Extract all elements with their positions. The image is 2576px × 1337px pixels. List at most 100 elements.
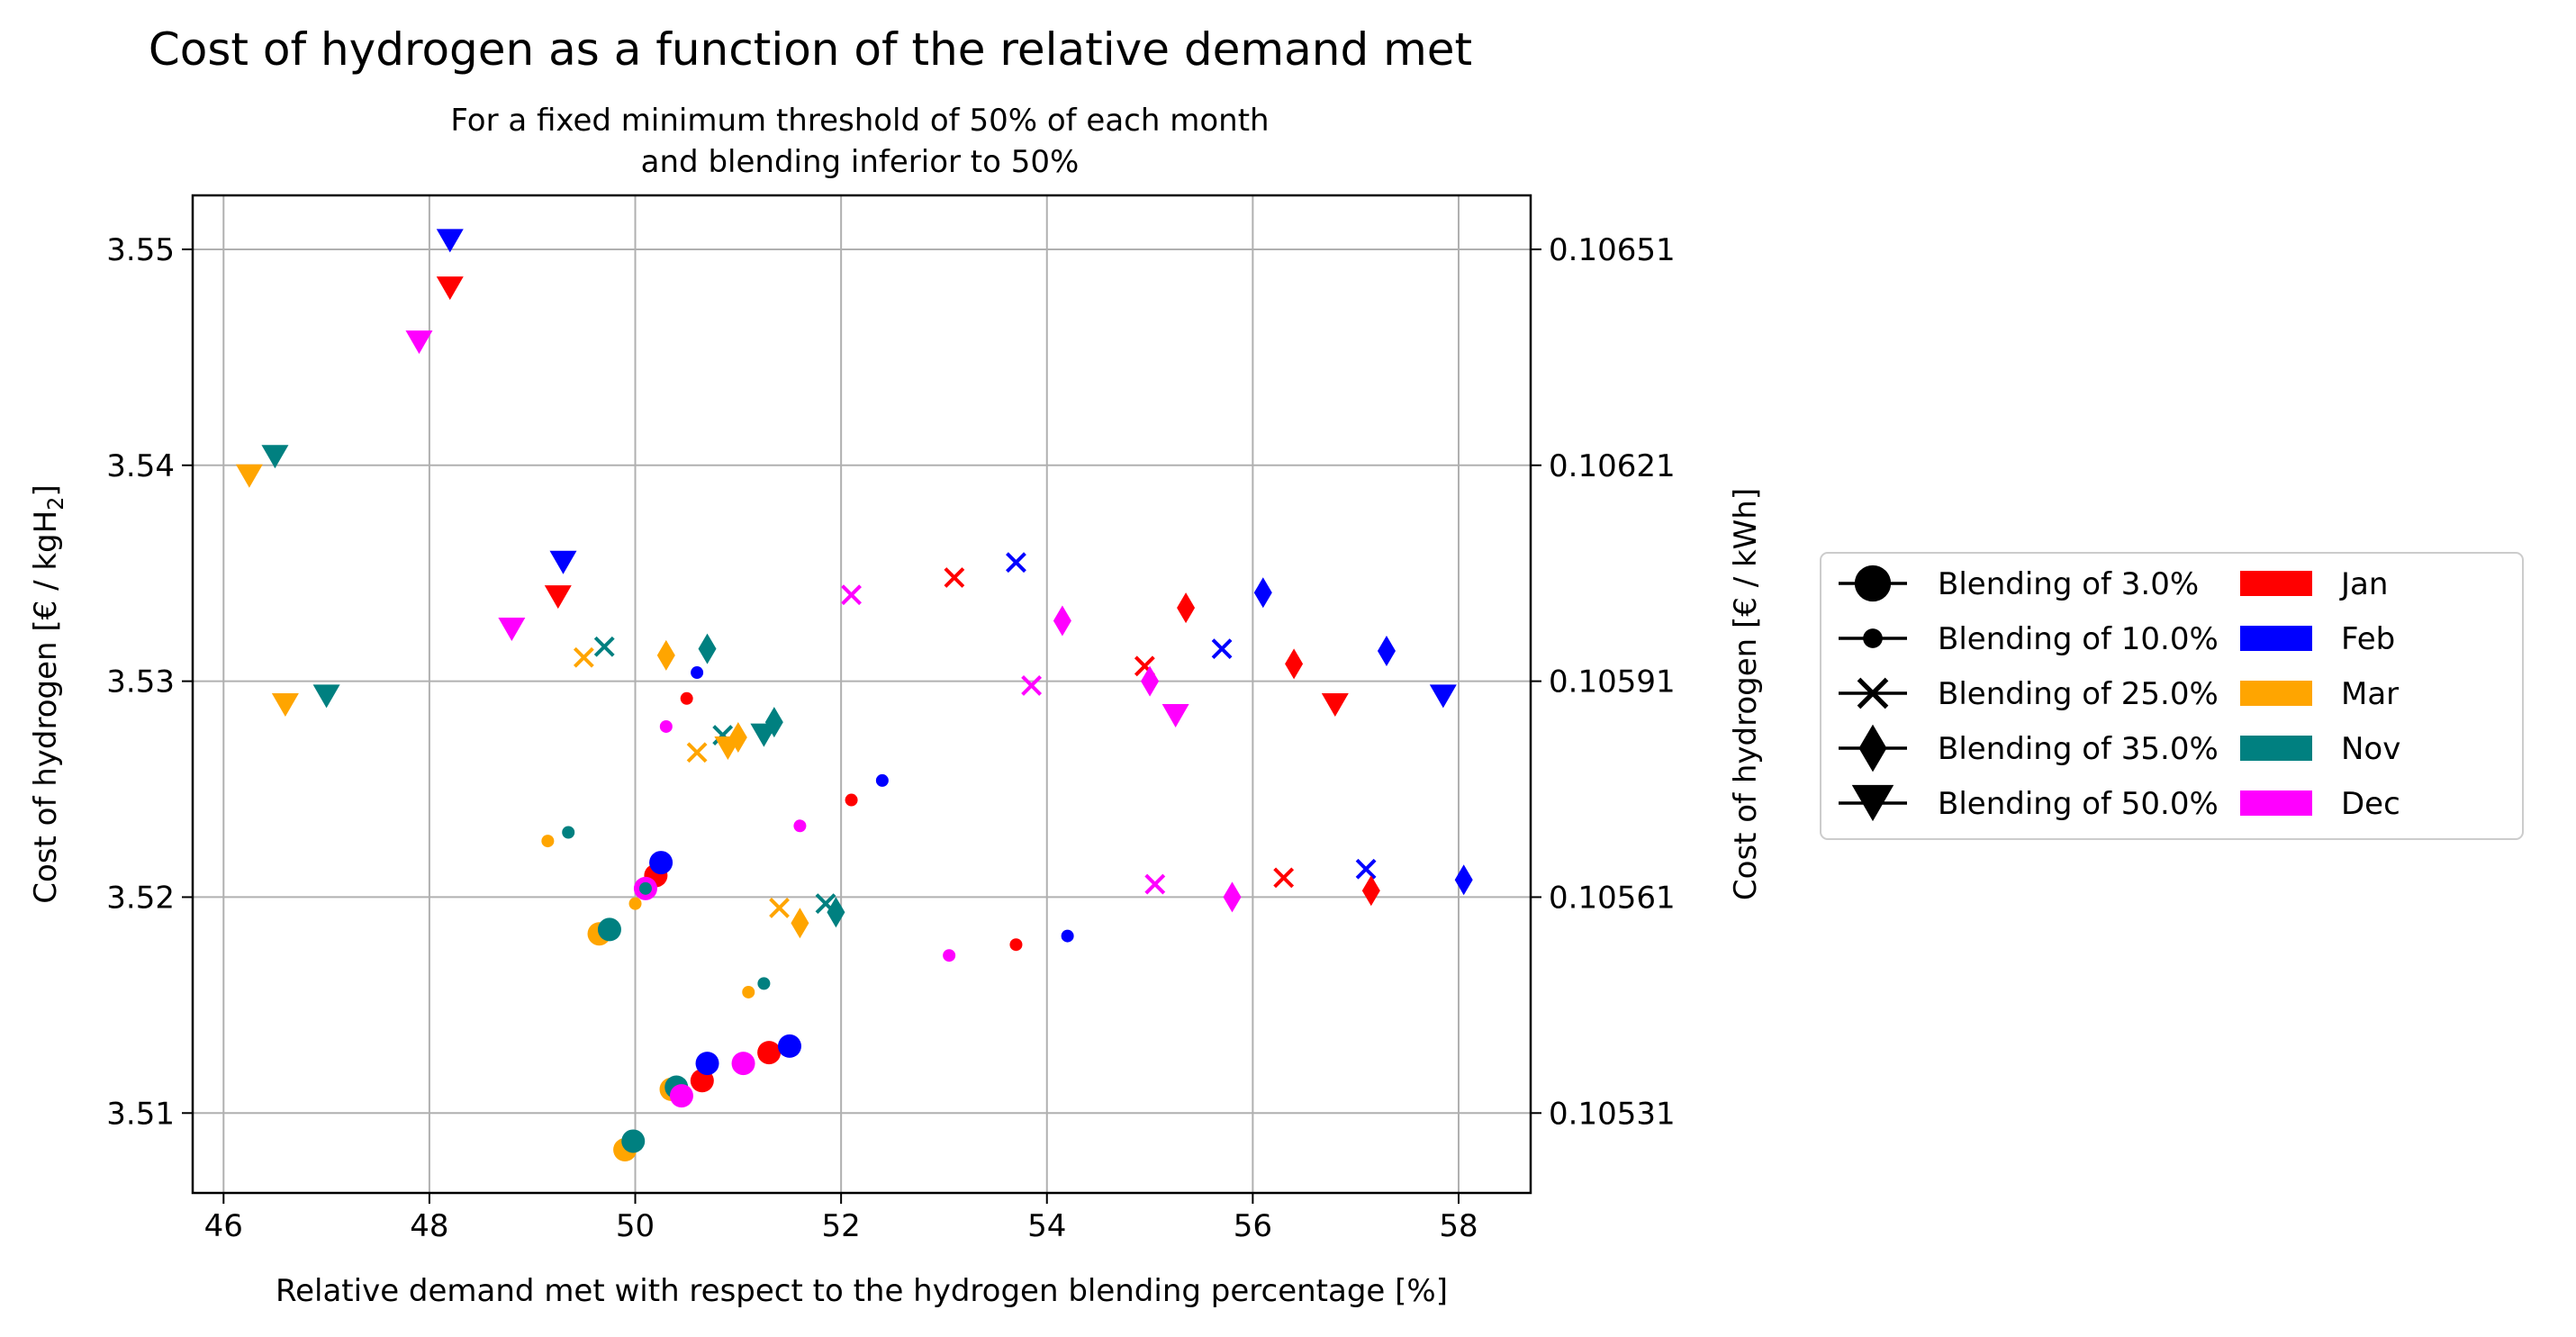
data-point-circle-small — [845, 793, 858, 807]
data-point-diamond — [1141, 665, 1160, 697]
x-tick-label: 50 — [616, 1208, 655, 1244]
data-point-x — [593, 636, 615, 657]
data-point-diamond — [1285, 648, 1304, 680]
data-point-x — [1355, 858, 1377, 880]
data-point-triangle-down — [271, 692, 299, 717]
y-axis-label-subscript: 2 — [43, 497, 68, 510]
data-point-triangle-down — [714, 736, 742, 760]
data-point-triangle-down — [261, 445, 289, 469]
data-point-circle-large — [669, 1084, 693, 1108]
chart-subtitle-line2: and blending inferior to 50% — [641, 144, 1080, 180]
data-point-x — [944, 567, 965, 588]
data-point-x — [1006, 552, 1026, 574]
y-axis-label-suffix: ] — [28, 484, 64, 496]
data-point-x — [1144, 873, 1166, 895]
data-point-diamond — [791, 908, 809, 939]
x-tick-label: 54 — [1027, 1208, 1066, 1244]
axes-layer: 46 48 50 52 54 56 58 3.51 3.52 3.53 3.54 3.55 0.1053… — [106, 232, 1675, 1244]
data-point-circle-small — [742, 985, 755, 998]
y-tick-label: 3.53 — [106, 664, 175, 700]
y-tick-label: 3.51 — [106, 1096, 175, 1132]
legend-box — [1820, 552, 2524, 840]
data-point-x — [686, 742, 708, 763]
data-point-triangle-down — [750, 723, 778, 747]
data-point-circle-large — [649, 851, 673, 875]
data-point-circle-large — [777, 1034, 801, 1058]
plot-frame — [191, 194, 1532, 1195]
legend-month-label: Feb — [2341, 621, 2395, 657]
data-point-circle-large — [695, 1052, 719, 1076]
y-axis-label-prefix: Cost of hydrogen [€ / kgH — [28, 510, 64, 904]
legend-markers: Blending of 3.0% Blending of 10.0% Blendin… — [1839, 565, 2219, 822]
legend-marker-diamond — [1858, 724, 1887, 772]
legend-swatch-mar — [2240, 681, 2312, 706]
legend-label: Blending of 35.0% — [1938, 731, 2219, 767]
data-point-diamond — [1053, 605, 1071, 637]
data-point-diamond — [827, 897, 845, 928]
data-point-x — [573, 646, 594, 668]
legend-swatch-jan — [2240, 571, 2312, 596]
data-point-triangle-down — [1321, 692, 1349, 717]
data-point-circle-small — [628, 897, 642, 910]
y2-axis-label: Cost of hydrogen [€ / kWh] — [1728, 488, 1764, 900]
legend-label: Blending of 25.0% — [1938, 676, 2219, 712]
x-tick-label: 46 — [204, 1208, 243, 1244]
data-point-triangle-down — [1161, 703, 1189, 727]
chart-title: Cost of hydrogen as a function of the re… — [149, 23, 1472, 76]
y2-tick-label: 0.10621 — [1549, 448, 1676, 484]
y2-tick-label: 0.10531 — [1549, 1096, 1676, 1132]
legend-marker-triangle-down — [1851, 784, 1894, 822]
legend-swatch-feb — [2240, 626, 2312, 651]
data-point-diamond — [1223, 881, 1242, 913]
data-point-triangle-down — [498, 618, 526, 642]
legend-label: Blending of 50.0% — [1938, 786, 2219, 822]
legend-month-label: Nov — [2341, 731, 2400, 767]
legend-marker-circle-small — [1863, 628, 1883, 648]
y2-tick-label: 0.10591 — [1549, 664, 1676, 700]
legend-marker-circle-large — [1854, 565, 1892, 602]
data-point-diamond — [1253, 577, 1272, 609]
data-point-circle-large — [731, 1052, 755, 1076]
data-point-circle-small — [757, 977, 771, 990]
data-point-circle-small — [541, 835, 555, 848]
legend-swatch-dec — [2240, 790, 2312, 816]
data-point-circle-small — [943, 949, 956, 962]
data-point-x — [1211, 638, 1233, 660]
y2-tick-label: 0.10561 — [1549, 880, 1676, 916]
data-point-diamond — [698, 633, 717, 664]
data-point-diamond — [1177, 592, 1196, 624]
x-axis-label: Relative demand met with respect to the … — [276, 1273, 1448, 1309]
data-point-triangle-down — [235, 464, 263, 488]
points-layer — [235, 229, 1473, 1162]
y2-tick-label: 0.10651 — [1549, 232, 1676, 268]
data-point-triangle-down — [405, 330, 433, 355]
data-point-circle-small — [1009, 938, 1023, 952]
data-point-circle-small — [1061, 929, 1074, 943]
x-tick-label: 58 — [1439, 1208, 1478, 1244]
legend-label: Blending of 3.0% — [1938, 566, 2199, 602]
y-tick-label: 3.55 — [106, 232, 175, 268]
data-point-circle-small — [659, 719, 673, 733]
data-point-circle-large — [757, 1041, 782, 1065]
data-point-circle-small — [680, 691, 693, 705]
data-point-triangle-down — [436, 229, 464, 253]
legend: Blending of 3.0% Blending of 10.0% Blendin… — [1820, 552, 2524, 840]
data-point-triangle-down — [436, 276, 464, 301]
data-point-circle-small — [691, 666, 704, 680]
legend-month-label: Dec — [2341, 786, 2400, 822]
legend-month-label: Mar — [2341, 676, 2399, 712]
data-point-circle-small — [793, 819, 807, 833]
data-point-diamond — [1377, 636, 1396, 667]
data-point-triangle-down — [549, 550, 577, 574]
data-point-circle-large — [621, 1129, 646, 1153]
data-point-diamond — [1454, 864, 1473, 896]
y-tick-label: 3.52 — [106, 880, 175, 916]
data-point-circle-small — [638, 881, 652, 895]
legend-swatch-nov — [2240, 736, 2312, 761]
data-point-diamond — [1361, 875, 1380, 907]
legend-label: Blending of 10.0% — [1938, 621, 2219, 657]
data-point-triangle-down — [1429, 684, 1457, 709]
data-point-triangle-down — [544, 585, 572, 610]
data-point-circle-small — [562, 826, 575, 839]
